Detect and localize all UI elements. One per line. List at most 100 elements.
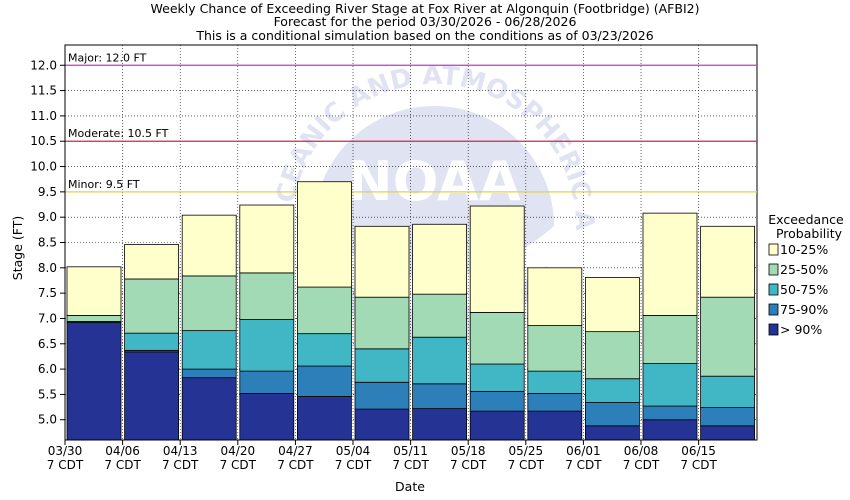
- x-tick-date: 05/11: [393, 444, 428, 458]
- x-tick-tz: 7 CDT: [162, 458, 199, 472]
- watermark-logo-text: NOAA: [347, 150, 520, 213]
- bar-segment: [181, 214, 237, 277]
- bar-segment: [296, 181, 352, 288]
- legend-items: 10-25% 25-50% 50-75% 75-90% > 90%: [768, 242, 828, 337]
- x-tick-date: 06/01: [566, 444, 601, 458]
- bar-stack: [66, 266, 122, 441]
- bar-stack: [124, 244, 179, 441]
- x-tick-tz: 7 CDT: [680, 458, 717, 472]
- bar-segment: [642, 212, 698, 316]
- bar-segment: [469, 363, 525, 392]
- bar-segment: [527, 410, 583, 441]
- legend-title-line-1: Exceedance: [768, 212, 844, 227]
- legend-entry: 25-50%: [780, 262, 828, 277]
- bar-segment: [412, 408, 468, 441]
- bar-segment: [585, 402, 640, 427]
- bar-segment: [66, 266, 122, 316]
- bar-segment: [296, 396, 352, 441]
- legend-entry: > 90%: [780, 322, 822, 337]
- bar-segment: [181, 275, 237, 332]
- bar-segment: [354, 296, 410, 350]
- bar-segment: [527, 393, 583, 412]
- bar-stack: [700, 225, 755, 441]
- legend-swatch: [768, 303, 779, 316]
- x-axis-label: Date: [395, 479, 425, 494]
- x-tick-tz: 7 CDT: [565, 458, 602, 472]
- x-tick-date: 06/15: [681, 444, 716, 458]
- bar-segment: [700, 407, 755, 427]
- bar-stack: [354, 225, 410, 441]
- bar-segment: [296, 333, 352, 367]
- x-tick-date: 04/06: [105, 444, 140, 458]
- bar-segment: [354, 408, 410, 441]
- bar-segment: [412, 223, 468, 295]
- flood-level-label: Major: 12.0 FT: [68, 51, 147, 64]
- bar-segment: [239, 319, 295, 372]
- bar-segment: [469, 205, 525, 313]
- bar-stack: [527, 267, 583, 441]
- x-tick-date: 04/13: [163, 444, 198, 458]
- legend-swatch: [768, 243, 779, 256]
- bar-stack: [642, 212, 698, 441]
- bar-segment: [296, 365, 352, 397]
- legend-entry: 75-90%: [780, 302, 828, 317]
- y-axis-label: Stage (FT): [10, 216, 25, 280]
- bar-segment: [181, 377, 237, 441]
- bar-stack: [412, 223, 468, 441]
- x-tick-tz: 7 CDT: [47, 458, 84, 472]
- chart-titles: Weekly Chance of Exceeding River Stage a…: [151, 1, 700, 43]
- y-tick-label: 7.0: [38, 311, 57, 325]
- bar-segment: [700, 425, 755, 441]
- legend-swatch: [768, 283, 779, 296]
- y-tick-label: 7.5: [38, 286, 57, 300]
- bar-segment: [239, 272, 295, 320]
- bar-segment: [700, 225, 755, 298]
- x-tick-tz: 7 CDT: [392, 458, 429, 472]
- y-tick-label: 6.5: [38, 337, 57, 351]
- bar-segment: [642, 419, 698, 441]
- bar-segment: [700, 375, 755, 408]
- y-tick-label: 11.5: [30, 84, 57, 98]
- bar-stack: [585, 277, 640, 441]
- x-tick-tz: 7 CDT: [508, 458, 545, 472]
- bar-segment: [181, 368, 237, 379]
- x-tick-date: 06/08: [624, 444, 659, 458]
- x-tick-date: 04/27: [278, 444, 313, 458]
- y-tick-label: 5.0: [38, 413, 57, 427]
- bar-segment: [124, 244, 179, 280]
- y-tick-label: 8.0: [38, 261, 57, 275]
- x-tick-date: 04/20: [221, 444, 256, 458]
- bar-segment: [239, 204, 295, 274]
- y-tick-label: 11.0: [30, 109, 57, 123]
- chart-subtitle-conditions: This is a conditional simulation based o…: [195, 28, 653, 43]
- legend: Exceedance Probability 10-25% 25-50% 50-75…: [768, 212, 844, 337]
- bar-segment: [66, 322, 122, 441]
- y-tick-label: 5.5: [38, 387, 57, 401]
- bar-segment: [585, 425, 640, 441]
- y-tick-label: 12.0: [30, 58, 57, 72]
- x-tick-tz: 7 CDT: [450, 458, 487, 472]
- bar-stack: [296, 181, 352, 441]
- bar-segment: [585, 378, 640, 403]
- bar-segment: [124, 351, 179, 441]
- bar-stack: [181, 214, 237, 441]
- x-tick-date: 03/30: [48, 444, 83, 458]
- bar-segment: [354, 348, 410, 383]
- x-tick-tz: 7 CDT: [104, 458, 141, 472]
- bar-segment: [124, 278, 179, 334]
- bar-segment: [585, 277, 640, 333]
- bar-segment: [354, 225, 410, 298]
- bar-segment: [642, 405, 698, 421]
- bar-segment: [469, 410, 525, 441]
- bar-segment: [354, 381, 410, 410]
- x-tick-date: 05/18: [451, 444, 486, 458]
- bar-segment: [642, 315, 698, 364]
- y-tick-label: 6.0: [38, 362, 57, 376]
- bar-segment: [527, 325, 583, 372]
- bar-segment: [296, 286, 352, 335]
- legend-swatch: [768, 263, 779, 276]
- y-tick-label: 9.5: [38, 185, 57, 199]
- legend-entry: 50-75%: [780, 282, 828, 297]
